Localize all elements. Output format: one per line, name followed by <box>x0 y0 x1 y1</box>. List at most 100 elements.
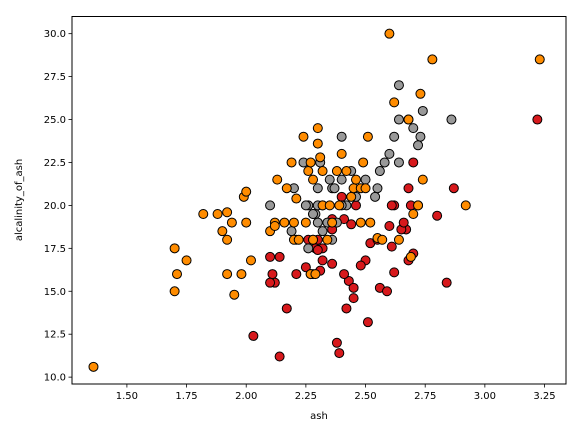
data-point <box>403 183 414 194</box>
data-point <box>374 166 385 177</box>
y-tick-label: 25.0 <box>44 115 66 126</box>
data-point <box>413 200 424 211</box>
data-point <box>291 193 302 204</box>
data-point <box>441 277 452 288</box>
data-point <box>341 166 352 177</box>
x-tick-label: 2.50 <box>354 391 376 402</box>
data-point <box>417 174 428 185</box>
data-point <box>448 183 459 194</box>
x-tick-label: 3.25 <box>533 391 555 402</box>
data-point <box>408 208 419 219</box>
data-point <box>386 200 397 211</box>
x-tick-label: 2.00 <box>235 391 257 402</box>
data-point <box>446 114 457 125</box>
x-tick-label: 2.25 <box>295 391 317 402</box>
data-point <box>241 217 252 228</box>
data-point <box>339 269 350 280</box>
data-point <box>362 317 373 328</box>
data-point <box>274 351 285 362</box>
data-point <box>460 200 471 211</box>
data-point <box>317 255 328 266</box>
data-point <box>532 114 543 125</box>
data-point <box>265 251 276 262</box>
data-point <box>389 131 400 142</box>
data-point <box>317 226 328 237</box>
data-point <box>236 269 247 280</box>
data-point <box>329 183 340 194</box>
data-point <box>172 269 182 280</box>
data-point <box>279 217 290 228</box>
data-point <box>413 140 424 151</box>
x-tick-label: 1.50 <box>116 391 138 402</box>
data-point <box>308 208 319 219</box>
data-point <box>217 226 228 237</box>
x-tick-label: 2.75 <box>414 391 436 402</box>
data-point <box>336 148 347 159</box>
data-point <box>324 200 335 211</box>
data-point <box>348 293 359 304</box>
y-tick-label: 10.0 <box>44 373 66 384</box>
plot-area <box>71 16 567 385</box>
data-point <box>362 131 373 142</box>
data-point <box>222 269 233 280</box>
data-point <box>384 221 395 232</box>
data-point <box>88 361 99 372</box>
y-tick-label: 27.5 <box>44 72 66 83</box>
data-point <box>350 200 361 211</box>
data-point <box>286 157 297 168</box>
data-point <box>269 221 280 232</box>
x-axis-ticks: 1.50 1.75 2.00 2.25 2.50 2.75 3.00 3.25 <box>116 384 556 402</box>
data-point <box>370 191 381 202</box>
data-point <box>379 157 390 168</box>
data-point <box>334 348 345 359</box>
data-point <box>331 166 342 177</box>
data-point <box>305 157 316 168</box>
data-point <box>384 148 395 159</box>
data-point <box>281 183 292 194</box>
data-point <box>293 234 304 245</box>
data-point <box>377 234 388 245</box>
data-point <box>427 54 438 65</box>
data-point <box>432 210 443 221</box>
data-point <box>415 131 426 142</box>
data-point <box>303 166 314 177</box>
data-point <box>303 243 314 254</box>
data-point <box>315 152 326 163</box>
data-point <box>360 174 371 185</box>
data-point <box>226 217 237 228</box>
data-point <box>415 88 426 99</box>
data-point <box>265 200 276 211</box>
data-point <box>336 174 347 185</box>
data-point <box>324 174 335 185</box>
data-point <box>386 241 397 252</box>
y-axis-label: alcalinity_of_ash <box>14 159 25 241</box>
data-point <box>310 269 321 280</box>
data-point <box>372 183 383 194</box>
data-point <box>417 105 428 116</box>
data-point <box>365 217 376 228</box>
data-point <box>403 114 414 125</box>
data-point <box>288 217 299 228</box>
data-point <box>291 269 302 280</box>
data-point <box>181 255 192 266</box>
data-point <box>408 123 419 134</box>
axes-frame <box>71 16 567 385</box>
data-point <box>312 138 323 149</box>
x-tick-label: 3.00 <box>474 391 496 402</box>
data-point <box>248 330 259 341</box>
data-point <box>341 303 352 314</box>
data-point <box>389 267 400 278</box>
data-point <box>336 131 347 142</box>
data-point <box>389 97 400 108</box>
data-point <box>408 157 419 168</box>
data-point <box>405 251 416 262</box>
data-points <box>88 28 545 372</box>
data-point <box>169 243 180 254</box>
data-point <box>358 157 369 168</box>
data-point <box>298 131 309 142</box>
data-point <box>312 183 323 194</box>
data-point <box>312 123 323 134</box>
data-point <box>348 282 359 293</box>
data-point <box>300 200 311 211</box>
